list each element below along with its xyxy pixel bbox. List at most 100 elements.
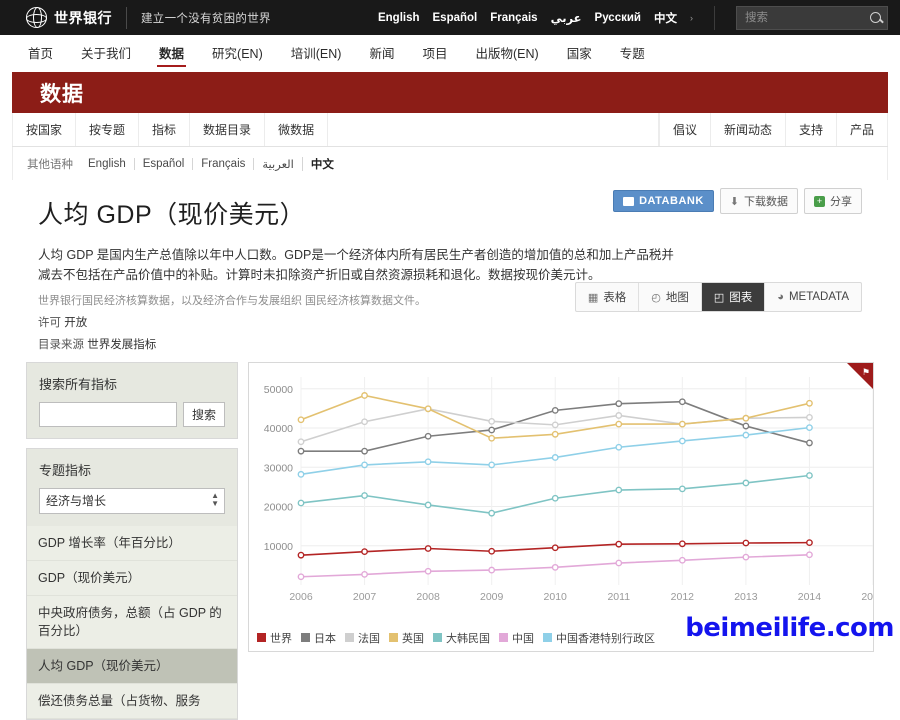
share-label: 分享 [830, 193, 852, 209]
legend-item[interactable]: 法国 [345, 630, 380, 646]
subnav-item-by-topic[interactable]: 按专题 [76, 113, 139, 146]
catalog-value[interactable]: 世界发展指标 [87, 339, 156, 351]
subnav-item-products[interactable]: 产品 [837, 113, 888, 146]
subnav-item-data-catalog[interactable]: 数据目录 [190, 113, 265, 146]
nav-item-research[interactable]: 研究(EN) [198, 36, 277, 72]
nav-item-countries[interactable]: 国家 [553, 36, 606, 72]
svg-text:2015: 2015 [861, 591, 874, 603]
lang-link-espanol[interactable]: Español [433, 12, 478, 24]
watermark: beimeilife.com [685, 613, 894, 643]
page-lang-francais[interactable]: Français [193, 158, 254, 170]
license-value[interactable]: 开放 [64, 317, 87, 329]
search-input[interactable] [743, 11, 867, 25]
subnav-item-news[interactable]: 新闻动态 [711, 113, 786, 146]
nav-item-projects[interactable]: 项目 [408, 36, 461, 72]
indicator-item-debt-service[interactable]: 偿还债务总量（占货物、服务 [27, 684, 237, 719]
nav-item-news[interactable]: 新闻 [355, 36, 408, 72]
ribbon-flag-icon[interactable]: ⚑ [847, 363, 873, 389]
topic-indicators-title: 专题指标 [39, 460, 225, 479]
subnav-item-by-country[interactable]: 按国家 [12, 113, 76, 146]
tab-map[interactable]: ◴ 地图 [639, 283, 702, 311]
page-lang-arabic[interactable]: العربية [254, 157, 302, 171]
tab-metadata[interactable]: ◕ METADATA [765, 283, 861, 311]
nav-item-training[interactable]: 培训(EN) [277, 36, 356, 72]
legend-item[interactable]: 日本 [301, 630, 336, 646]
header-search[interactable] [736, 6, 888, 30]
page-lang-english[interactable]: English [80, 158, 135, 170]
data-subnav: 按国家 按专题 指标 数据目录 微数据 倡议 新闻动态 支持 产品 [12, 113, 888, 147]
tab-table[interactable]: ▦ 表格 [576, 283, 639, 311]
legend-item[interactable]: 大韩民国 [433, 630, 490, 646]
legend-item[interactable]: 中国 [499, 630, 534, 646]
other-languages-label: 其他语种 [27, 156, 73, 172]
lang-link-russian[interactable]: Русский [595, 12, 641, 24]
page-lang-chinese[interactable]: 中文 [303, 156, 342, 172]
tab-chart-label: 图表 [729, 289, 752, 305]
nav-item-topics[interactable]: 专题 [606, 36, 659, 72]
legend-label: 法国 [358, 630, 380, 646]
page-actions: DATABANK ⬇ 下载数据 + 分享 [613, 188, 862, 214]
nav-item-publications[interactable]: 出版物(EN) [461, 36, 552, 72]
indicator-item-gdp-growth[interactable]: GDP 增长率（年百分比） [27, 526, 237, 561]
subnav-item-support[interactable]: 支持 [786, 113, 837, 146]
top-bar: 世界银行 建立一个没有贫困的世界 English Español Françai… [0, 0, 900, 35]
svg-text:2007: 2007 [353, 591, 377, 603]
download-icon: ⬇ [730, 195, 739, 208]
databank-label: DATABANK [639, 195, 704, 207]
indicator-item-gdp-per-capita[interactable]: 人均 GDP（现价美元） [27, 649, 237, 684]
chart-legend: 世界日本 法国英国大韩民国 中国中国香港特别行政区 [257, 630, 655, 646]
topic-select[interactable]: 经济与增长 [39, 488, 225, 514]
indicator-item-gdp-current[interactable]: GDP（现价美元） [27, 561, 237, 596]
brand-tagline: 建立一个没有贫困的世界 [141, 10, 271, 26]
subnav-spacer [328, 113, 659, 146]
license-line: 许可 开放 [38, 314, 862, 330]
legend-swatch-icon [345, 633, 354, 642]
globe-icon [26, 7, 47, 28]
subnav-item-initiatives[interactable]: 倡议 [659, 113, 711, 146]
nav-item-data[interactable]: 数据 [145, 36, 198, 72]
tab-chart[interactable]: ◰ 图表 [702, 283, 765, 311]
legend-item[interactable]: 中国香港特别行政区 [543, 630, 655, 646]
legend-item[interactable]: 英国 [389, 630, 424, 646]
view-tabs: ▦ 表格 ◴ 地图 ◰ 图表 ◕ METADATA [575, 282, 862, 312]
share-button[interactable]: + 分享 [804, 188, 862, 214]
tab-map-label: 地图 [666, 289, 689, 305]
nav-item-about[interactable]: 关于我们 [67, 36, 145, 72]
legend-swatch-icon [389, 633, 398, 642]
lang-link-english[interactable]: English [378, 12, 420, 24]
lang-link-arabic[interactable]: عربي [551, 11, 582, 25]
share-icon: + [814, 196, 825, 207]
lang-link-francais[interactable]: Français [490, 12, 537, 24]
brand-name: 世界银行 [54, 8, 112, 28]
legend-item[interactable]: 世界 [257, 630, 292, 646]
main-columns: 搜索所有指标 搜索 专题指标 经济与增长 ▲▼ GDP 增长率（年百分比） GD… [12, 352, 888, 720]
license-label: 许可 [38, 317, 61, 329]
topic-select-wrap[interactable]: 经济与增长 ▲▼ [39, 488, 225, 514]
chevron-right-icon[interactable]: › [690, 13, 693, 23]
indicator-item-central-govt-debt[interactable]: 中央政府债务，总额（占 GDP 的百分比） [27, 596, 237, 649]
subnav-item-microdata[interactable]: 微数据 [265, 113, 328, 146]
info-icon: ◕ [777, 291, 784, 303]
download-data-button[interactable]: ⬇ 下载数据 [720, 188, 798, 214]
indicator-search-input[interactable] [39, 402, 177, 427]
nav-item-home[interactable]: 首页 [14, 36, 67, 72]
world-bank-logo[interactable]: 世界银行 [12, 7, 112, 28]
subnav-item-indicators[interactable]: 指标 [139, 113, 190, 146]
svg-text:2006: 2006 [289, 591, 313, 603]
svg-text:2011: 2011 [607, 591, 630, 603]
page-header-section: DATABANK ⬇ 下载数据 + 分享 人均 GDP（现价美元） 人均 GDP… [12, 180, 888, 352]
page-language-row: 其他语种 English Español Français العربية 中文 [12, 147, 888, 180]
ribbon-flag-glyph: ⚑ [862, 367, 870, 378]
indicator-list: GDP 增长率（年百分比） GDP（现价美元） 中央政府债务，总额（占 GDP … [26, 526, 238, 720]
search-icon[interactable] [870, 12, 881, 23]
lang-link-chinese[interactable]: 中文 [654, 10, 677, 26]
sidebar: 搜索所有指标 搜索 专题指标 经济与增长 ▲▼ GDP 增长率（年百分比） GD… [26, 362, 238, 720]
indicator-search-button[interactable]: 搜索 [183, 402, 225, 427]
indicator-description: 人均 GDP 是国内生产总值除以年中人口数。GDP是一个经济体内所有居民生产者创… [38, 245, 683, 286]
legend-label: 中国 [512, 630, 534, 646]
databank-icon [623, 197, 634, 206]
databank-button[interactable]: DATABANK [613, 190, 714, 212]
page-lang-espanol[interactable]: Español [135, 158, 194, 170]
